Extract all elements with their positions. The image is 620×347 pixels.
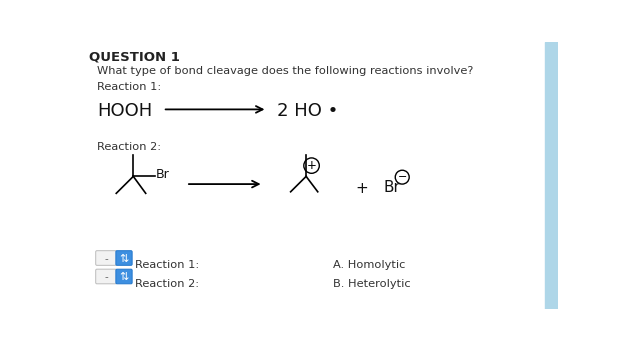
- Text: 2 HO •: 2 HO •: [278, 102, 339, 120]
- FancyBboxPatch shape: [116, 251, 132, 265]
- Text: ⇅: ⇅: [119, 254, 129, 264]
- Text: −: −: [397, 172, 407, 182]
- Text: +: +: [307, 159, 316, 172]
- Text: Reaction 2:: Reaction 2:: [135, 279, 199, 289]
- Text: Reaction 1:: Reaction 1:: [135, 260, 199, 270]
- Bar: [545, 42, 558, 309]
- Text: A. Homolytic: A. Homolytic: [334, 260, 405, 270]
- FancyBboxPatch shape: [116, 269, 132, 284]
- Text: -: -: [104, 272, 108, 282]
- Text: B. Heterolytic: B. Heterolytic: [334, 279, 411, 289]
- Text: +: +: [355, 181, 368, 196]
- FancyBboxPatch shape: [95, 269, 117, 284]
- FancyBboxPatch shape: [95, 251, 117, 265]
- Text: What type of bond cleavage does the following reactions involve?: What type of bond cleavage does the foll…: [97, 66, 473, 76]
- Text: QUESTION 1: QUESTION 1: [89, 51, 180, 64]
- Text: ⇅: ⇅: [119, 272, 129, 282]
- Text: Reaction 2:: Reaction 2:: [97, 142, 161, 152]
- Text: Br: Br: [384, 180, 401, 195]
- Text: Reaction 1:: Reaction 1:: [97, 83, 161, 92]
- Text: Br: Br: [156, 168, 169, 181]
- Text: HOOH: HOOH: [97, 102, 152, 120]
- Text: -: -: [104, 254, 108, 264]
